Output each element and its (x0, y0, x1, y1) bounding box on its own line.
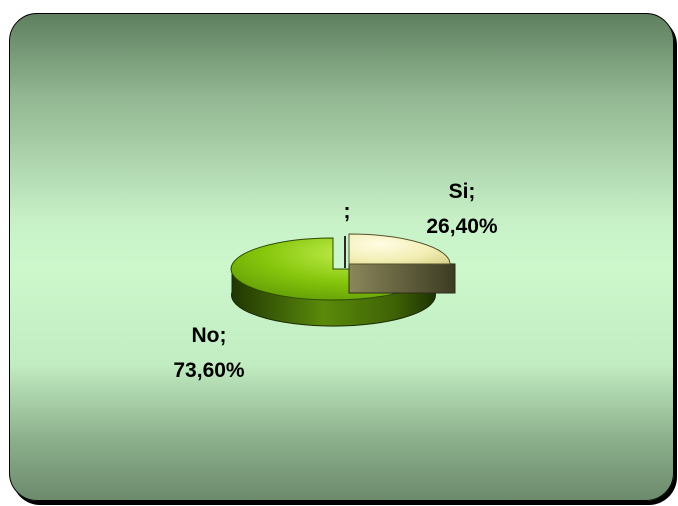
label-empty: ; (344, 200, 351, 223)
chart-area: Si; 26,40% ; No; 73,60% (9, 13, 674, 501)
slice-si (348, 233, 451, 265)
label-si-name: Si; (449, 180, 476, 203)
label-no-value: 73,60% (173, 359, 245, 382)
label-si-value: 26,40% (426, 215, 498, 238)
pie-chart: Si; 26,40% ; No; 73,60% (173, 180, 498, 382)
slice-si-side (348, 261, 456, 294)
label-no-name: No; (192, 324, 227, 347)
